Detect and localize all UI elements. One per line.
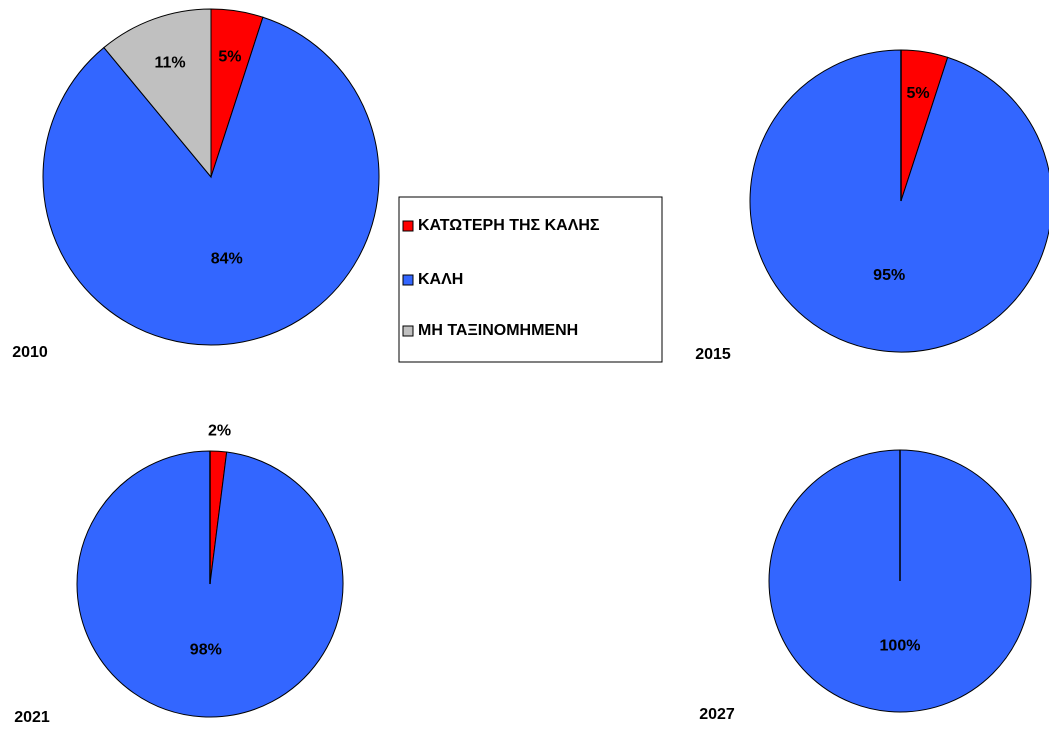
slice <box>42 16 380 346</box>
legend-label: ΚΑΛΗ <box>418 271 463 288</box>
chart-title: 2021 <box>14 709 50 726</box>
data-label: 11% <box>154 54 185 71</box>
chart-title: 2010 <box>12 344 48 361</box>
data-label: 2% <box>208 423 231 440</box>
legend-swatch <box>402 325 414 337</box>
data-label: 95% <box>873 267 905 284</box>
data-label: 98% <box>190 642 222 659</box>
legend-box <box>398 196 663 363</box>
legend-label: ΜΗ ΤΑΞΙΝΟΜΗΜΕΝΗ <box>418 322 578 339</box>
legend-swatch <box>402 274 414 286</box>
data-label: 84% <box>211 251 243 268</box>
data-label: 5% <box>906 85 929 102</box>
data-label: 100% <box>880 638 921 655</box>
legend-label: ΚΑΤΩΤΕΡΗ ΤΗΣ ΚΑΛΗΣ <box>418 217 600 234</box>
slice <box>103 8 212 179</box>
slice <box>749 49 1049 353</box>
chart-title: 2015 <box>695 346 731 363</box>
legend-swatch <box>402 220 414 232</box>
data-label: 5% <box>218 49 241 66</box>
chart-title: 2027 <box>699 706 735 723</box>
